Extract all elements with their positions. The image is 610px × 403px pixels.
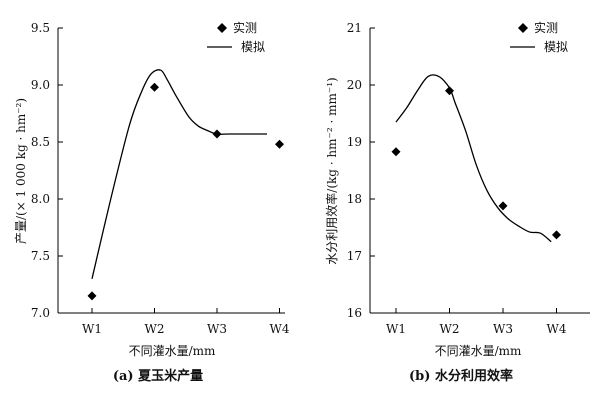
panel-a-measured-point xyxy=(150,82,159,92)
panel-b-y-tick-label: 17 xyxy=(347,249,362,263)
panel-a-simulated-line xyxy=(91,69,267,279)
panel-b-x-tick-label: W3 xyxy=(493,322,513,336)
panel-a-measured-point xyxy=(87,291,97,301)
panel-b-measured-points xyxy=(391,86,561,240)
panel-b-y-tick-label: 20 xyxy=(347,78,362,92)
panel-b-y-tick-label: 16 xyxy=(347,306,362,320)
legend-simulated: 模拟 xyxy=(544,40,568,54)
panel-a-y-tick-label: 9.5 xyxy=(31,21,50,35)
panel-a-x-tick-label: W4 xyxy=(270,322,290,336)
panel-a-measured-point xyxy=(275,139,284,149)
panel-b-measured-point xyxy=(391,147,401,157)
panel-a-x-tick-label: W2 xyxy=(145,322,165,336)
panel-b-measured-point xyxy=(552,230,561,240)
panel-a-y-ticks: 7.0 7.5 8.0 8.5 9.0 9.5 xyxy=(31,21,63,320)
panel-a-x-label: 不同灌水量/mm xyxy=(129,344,216,358)
panel-b-x-ticks: W1 W2 W3 W4 xyxy=(386,308,567,336)
panel-b-y-label: 水分利用效率/(kg · hm⁻² · mm⁻¹) xyxy=(324,77,339,264)
panel-a-y-tick-label: 9.0 xyxy=(31,78,50,92)
panel-b-y-tick-label: 18 xyxy=(347,192,362,206)
panel-b-simulated-line xyxy=(395,74,552,243)
panel-a-measured-point xyxy=(212,129,222,139)
panel-b-x-tick-label: W2 xyxy=(440,322,460,336)
panel-a-caption: (a) 夏玉米产量 xyxy=(113,368,203,384)
panel-a-x-tick-label: W1 xyxy=(82,322,102,336)
panel-b-x-tick-label: W4 xyxy=(547,322,567,336)
panel-a-yield: 7.0 7.5 8.0 8.5 9.0 9.5 W1 W2 W3 W4 实测 模拟 产量/(× … xyxy=(14,20,290,384)
panel-a-y-tick-label: 7.5 xyxy=(31,249,50,263)
panel-b-legend: 实测 模拟 xyxy=(510,20,568,54)
panel-b-y-ticks: 16 17 18 19 20 21 xyxy=(347,21,375,320)
panel-b-water-use-efficiency: 16 17 18 19 20 21 W1 W2 W3 W4 实测 模拟 水分利用效率/(kg ·… xyxy=(324,20,590,384)
legend-measured: 实测 xyxy=(534,20,558,35)
panel-a-x-ticks: W1 W2 W3 W4 xyxy=(82,308,290,336)
panel-b-caption: (b) 水分利用效率 xyxy=(409,368,513,384)
panel-b-y-tick-label: 21 xyxy=(347,21,362,35)
panel-b-x-tick-label: W1 xyxy=(386,322,406,336)
panel-b-y-tick-label: 19 xyxy=(347,135,362,149)
panel-a-legend: 实测 模拟 xyxy=(207,20,265,54)
panel-a-y-tick-label: 7.0 xyxy=(31,306,50,320)
panel-b-measured-point xyxy=(498,201,508,211)
panel-b-measured-point xyxy=(445,86,454,96)
panel-a-y-tick-label: 8.5 xyxy=(31,135,50,149)
legend-measured: 实测 xyxy=(233,20,257,35)
panel-a-x-tick-label: W3 xyxy=(207,322,227,336)
panel-a-y-tick-label: 8.0 xyxy=(31,192,50,206)
panel-b-x-label: 不同灌水量/mm xyxy=(435,344,522,358)
legend-simulated: 模拟 xyxy=(241,40,265,54)
legend-diamond-icon xyxy=(518,23,528,33)
panel-a-measured-points xyxy=(87,82,284,301)
panel-a-y-label: 产量/(× 1 000 kg · hm⁻²) xyxy=(14,98,28,244)
legend-diamond-icon xyxy=(217,23,227,33)
